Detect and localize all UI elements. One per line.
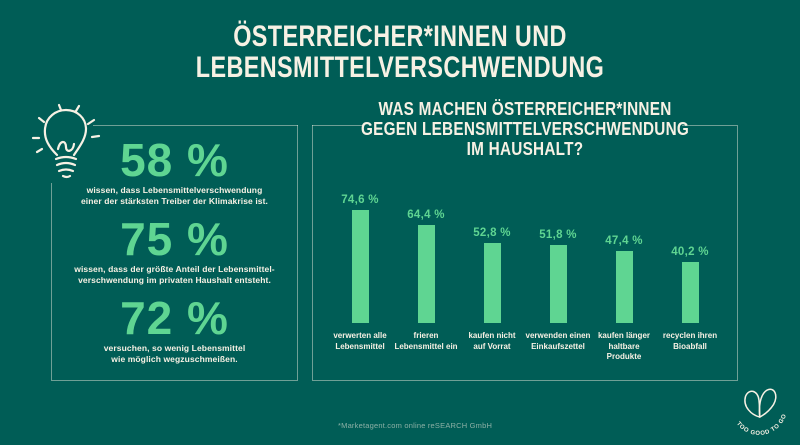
bar-column: 51,8 % [525,180,591,323]
stat-caption-line: wissen, dass der größte Anteil der Leben… [74,264,275,274]
stat-caption-line: wissen, dass Lebensmittelverschwendung [86,185,263,195]
bar-chart: 74,6 % 64,4 % 52,8 % 51,8 % 47,4 % 40,2 % ver… [327,180,723,363]
bar-category-label-line: Einkaufszettel [531,341,585,351]
stat-caption: versuchen, so wenig Lebensmittel wie mög… [51,343,298,365]
bar-value-label: 52,8 % [473,227,511,239]
bar-category-label: verwerten alle Lebensmittel [327,331,393,363]
bar-column: 40,2 % [657,180,723,323]
chart-heading-line-1: WAS MACHEN ÖSTERREICHER*INNEN [378,99,672,119]
bar-category-label-line: kaufen nicht [468,331,516,340]
bar [549,245,567,323]
bar-category-label: kaufen länger haltbare Produkte [591,331,657,363]
bar-category-label: frieren Lebensmittel ein [393,331,459,363]
bar-value-label: 51,8 % [539,229,577,241]
bar-column: 74,6 % [327,180,393,323]
bar-category-label: kaufen nicht auf Vorrat [459,331,525,363]
chart-panel-border-left [312,125,313,380]
stat-item-household: 75 % wissen, dass der größte Anteil der … [51,215,298,286]
page-title-line-1: ÖSTERREICHER*INNEN UND [233,20,567,53]
bar-category-label-line: verwerten alle [333,331,387,340]
logo-text: TOO GOOD TO GO [734,413,790,440]
bar-value-label: 74,6 % [341,194,379,206]
logo-leaf-left [744,390,761,418]
stat-caption: wissen, dass der größte Anteil der Leben… [51,264,298,286]
bar [681,262,699,323]
bar-column: 47,4 % [591,180,657,323]
stat-caption-line: versuchen, so wenig Lebensmittel [103,343,246,353]
stats-panel: 58 % wissen, dass Lebensmittelverschwend… [51,136,298,373]
stat-value: 72 % [120,292,229,344]
bar-category-label-line: Lebensmittel ein [394,341,458,351]
bar-category-label-line: Lebensmittel [335,341,385,351]
bar-category-label-line: frieren [413,331,439,340]
stat-caption: wissen, dass Lebensmittelverschwendung e… [51,185,298,207]
bar-category-label-line: auf Vorrat [473,341,511,351]
bar-column: 64,4 % [393,180,459,323]
bar-value-label: 47,4 % [605,235,643,247]
bar-value-label: 64,4 % [407,209,445,221]
bar-category-label-line: kaufen länger [597,331,650,340]
chart-panel-border-bottom [312,380,738,381]
bar [417,225,435,323]
chart-panel-border-right [737,125,738,380]
bar-category-label-line: verwenden einen [525,331,591,340]
bar [483,243,501,323]
bar-column: 52,8 % [459,180,525,323]
stat-value: 75 % [120,213,229,265]
chart-heading: WAS MACHEN ÖSTERREICHER*INNEN GEGEN LEBE… [312,99,738,159]
bar-chart-bars: 74,6 % 64,4 % 52,8 % 51,8 % 47,4 % 40,2 % [327,180,723,323]
chart-panel-border-top-left [312,125,364,126]
stats-panel-border-right [297,125,298,380]
chart-panel-border-top-right [682,125,737,126]
bar-category-label-line: recyclen ihren [662,331,718,340]
stats-panel-border-top [93,125,298,126]
source-note: *Marketagent.com online reSEARCH GmbH [338,421,493,430]
bar-category-label-line: Bioabfall [673,341,707,351]
bar-category-label: verwenden einen Einkaufszettel [525,331,591,363]
bar-chart-category-labels: verwerten alle Lebensmittel frieren Lebensm… [327,331,723,363]
too-good-to-go-logo: TOO GOOD TO GO [734,388,790,440]
stat-value: 58 % [120,134,229,186]
bar-value-label: 40,2 % [671,246,709,258]
chart-heading-line-3: IM HAUSHALT? [466,139,584,159]
stats-panel-border-left [51,183,52,380]
stats-panel-border-bottom [51,380,298,381]
page-title-line-2: LEBENSMITTELVERSCHWENDUNG [195,51,605,84]
logo-leaf-right [758,388,777,418]
chart-heading-line-2: GEGEN LEBENSMITTELVERSCHWENDUNG [360,119,690,139]
bar [615,251,633,323]
bar-category-label: recyclen ihren Bioabfall [657,331,723,363]
lightbulb-icon [31,103,101,179]
svg-text:TOO GOOD TO GO: TOO GOOD TO GO [734,413,790,440]
stat-item-climate: 58 % wissen, dass Lebensmittelverschwend… [51,136,298,207]
stat-caption-line: wie möglich wegzuschmeißen. [111,354,238,364]
bar-category-label-line: haltbare Produkte [606,341,642,362]
stat-caption-line: einer der stärksten Treiber der Klimakri… [80,196,269,206]
stat-caption-line: verschwendung im privaten Haushalt entst… [78,275,271,285]
bar [351,210,369,323]
stat-item-avoid-waste: 72 % versuchen, so wenig Lebensmittel wi… [51,294,298,365]
page-title: ÖSTERREICHER*INNEN UND LEBENSMITTELVERSC… [0,21,800,83]
